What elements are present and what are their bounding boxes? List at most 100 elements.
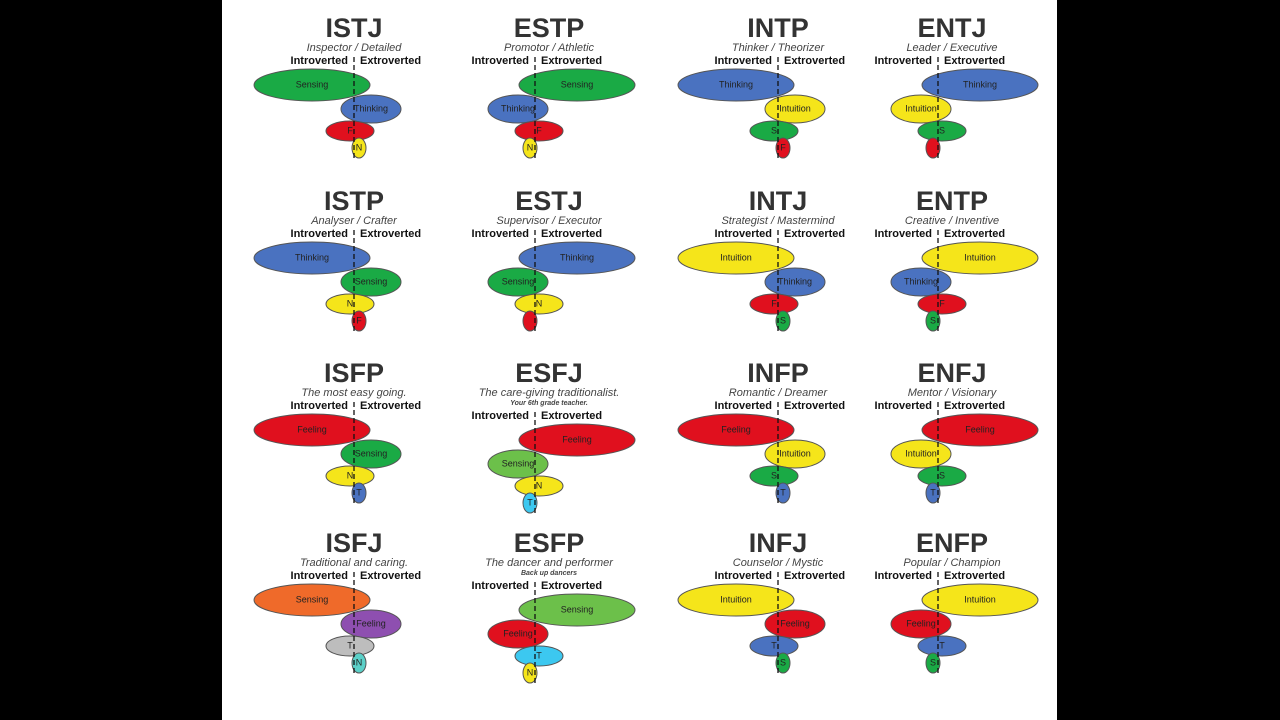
- function-label: N: [536, 480, 543, 490]
- function-label: T: [536, 650, 542, 660]
- type-code: ENFP: [916, 528, 988, 558]
- type-subtitle: Popular / Champion: [903, 557, 1000, 569]
- function-label: Thinking: [963, 79, 997, 89]
- function-ellipse: [518, 593, 636, 627]
- function-ellipse: [522, 662, 538, 684]
- function-label: N: [536, 298, 543, 308]
- function-label: Feeling: [503, 628, 533, 638]
- function-ellipse: [775, 137, 791, 159]
- function-ellipse: [921, 413, 1039, 447]
- function-ellipse: [925, 310, 941, 332]
- function-ellipse: [518, 68, 636, 102]
- function-ellipse: [514, 120, 564, 142]
- function-label: Feeling: [356, 618, 386, 628]
- extroverted-label: Extroverted: [360, 228, 421, 240]
- function-ellipse: [749, 465, 799, 487]
- function-ellipse: [325, 293, 375, 315]
- introverted-label: Introverted: [472, 55, 529, 67]
- function-ellipse: [487, 449, 549, 479]
- type-code: ISTP: [324, 186, 384, 216]
- function-ellipse: [677, 583, 795, 617]
- function-label: N: [347, 298, 354, 308]
- type-code: ENTJ: [917, 13, 986, 43]
- type-code: ESTP: [514, 13, 585, 43]
- function-label: Thinking: [354, 103, 388, 113]
- function-ellipse: [351, 137, 367, 159]
- introverted-label: Introverted: [875, 55, 932, 67]
- type-note: Your 6th grade teacher.: [510, 400, 588, 407]
- function-ellipse: [677, 68, 795, 102]
- function-ellipse: [514, 645, 564, 667]
- introverted-label: Introverted: [875, 228, 932, 240]
- function-ellipse: [340, 609, 402, 639]
- type-code: ESTJ: [515, 186, 583, 216]
- type-code: INFP: [747, 358, 809, 388]
- function-label: S: [939, 470, 945, 480]
- introverted-label: Introverted: [472, 410, 529, 422]
- function-ellipse: [487, 619, 549, 649]
- function-label: F: [780, 142, 786, 152]
- extroverted-label: Extroverted: [944, 570, 1005, 582]
- type-subtitle: Mentor / Visionary: [908, 387, 998, 399]
- type-code: ENFJ: [917, 358, 986, 388]
- type-subtitle: Romantic / Dreamer: [729, 387, 829, 399]
- function-ellipse: [677, 241, 795, 275]
- function-ellipse: [917, 293, 967, 315]
- function-ellipse: [340, 439, 402, 469]
- type-code: ISFP: [324, 358, 384, 388]
- type-subtitle: Creative / Inventive: [905, 215, 999, 227]
- introverted-label: Introverted: [291, 228, 348, 240]
- function-ellipse: [921, 68, 1039, 102]
- function-ellipse: [921, 583, 1039, 617]
- function-ellipse: [522, 310, 538, 332]
- function-ellipse: [749, 120, 799, 142]
- extroverted-label: Extroverted: [784, 55, 845, 67]
- function-ellipse: [917, 120, 967, 142]
- function-label: S: [939, 125, 945, 135]
- function-label: Intuition: [905, 103, 937, 113]
- function-label: T: [780, 487, 786, 497]
- function-label: Feeling: [562, 434, 592, 444]
- extroverted-label: Extroverted: [360, 400, 421, 412]
- function-label: N: [356, 142, 363, 152]
- extroverted-label: Extroverted: [541, 410, 602, 422]
- type-subtitle: The care-giving traditionalist.: [479, 387, 620, 399]
- function-label: Intuition: [720, 252, 752, 262]
- type-subtitle: Supervisor / Executor: [496, 215, 602, 227]
- function-ellipse: [677, 413, 795, 447]
- introverted-label: Introverted: [472, 580, 529, 592]
- function-label: F: [356, 315, 362, 325]
- function-label: Thinking: [295, 252, 329, 262]
- function-ellipse: [764, 439, 826, 469]
- function-ellipse: [775, 310, 791, 332]
- extroverted-label: Extroverted: [541, 580, 602, 592]
- function-ellipse: [514, 293, 564, 315]
- function-ellipse: [253, 413, 371, 447]
- function-ellipse: [487, 94, 549, 124]
- function-label: Thinking: [719, 79, 753, 89]
- function-label: S: [930, 315, 936, 325]
- function-label: N: [527, 142, 534, 152]
- function-label: Thinking: [560, 252, 594, 262]
- function-ellipse: [917, 465, 967, 487]
- type-code: ESFJ: [515, 358, 583, 388]
- function-ellipse: [340, 267, 402, 297]
- type-subtitle: Inspector / Detailed: [307, 42, 403, 54]
- function-label: Feeling: [906, 618, 936, 628]
- function-ellipse: [325, 120, 375, 142]
- type-note: Back up dancers: [521, 570, 577, 577]
- function-label: Intuition: [905, 448, 937, 458]
- function-label: Feeling: [297, 424, 327, 434]
- type-code: ISFJ: [325, 528, 382, 558]
- type-subtitle: The dancer and performer: [485, 557, 614, 569]
- function-ellipse: [253, 68, 371, 102]
- introverted-label: Introverted: [291, 570, 348, 582]
- function-ellipse: [253, 583, 371, 617]
- function-label: Sensing: [355, 276, 388, 286]
- introverted-label: Introverted: [875, 400, 932, 412]
- function-label: Thinking: [904, 276, 938, 286]
- type-subtitle: Counselor / Mystic: [733, 557, 824, 569]
- function-label: Sensing: [502, 458, 535, 468]
- type-subtitle: Strategist / Mastermind: [721, 215, 835, 227]
- function-label: Sensing: [296, 79, 329, 89]
